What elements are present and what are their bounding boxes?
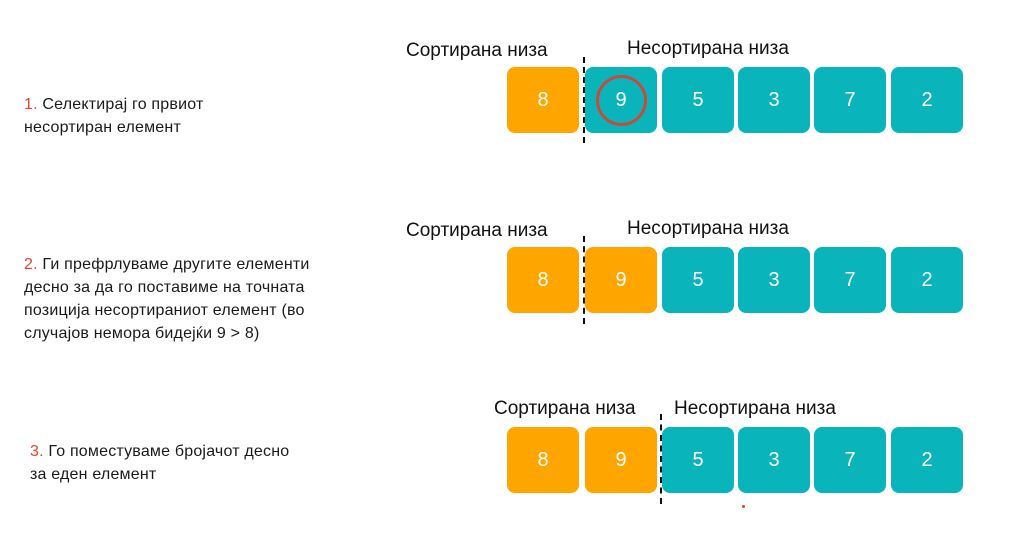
step-2-box-5: 7	[814, 247, 886, 313]
step-3-divider	[660, 414, 662, 504]
step-2-unsorted-label: Несортирана низа	[627, 218, 789, 239]
step-3-line-1: Го поместуваме бројачот десно	[48, 443, 290, 460]
step-3-box-4: 3	[738, 427, 810, 493]
step-1-divider	[583, 57, 585, 143]
step-3-box-3: 5	[662, 427, 734, 493]
stray-dot	[742, 505, 745, 508]
step-1-line-1: Селектирај го првиот	[42, 96, 204, 113]
step-1-box-6: 2	[891, 67, 963, 133]
step-1-description: 1. Селектирај го првиот несортиран елеме…	[24, 93, 204, 139]
step-1-number: 1.	[24, 96, 38, 113]
step-2-line-2: десно за да го поставиме на точната	[24, 279, 305, 296]
step-2-box-1: 8	[507, 247, 579, 313]
step-3-sorted-label: Сортирана низа	[494, 398, 636, 419]
step-1-line-2: несортиран елемент	[24, 119, 181, 136]
step-3-number: 3.	[30, 443, 44, 460]
step-3-box-2: 9	[585, 427, 657, 493]
step-3-box-5: 7	[814, 427, 886, 493]
step-3-box-1: 8	[507, 427, 579, 493]
step-1-box-3: 5	[662, 67, 734, 133]
step-3-unsorted-label: Несортирана низа	[674, 398, 836, 419]
step-2-line-4: случајов немора бидејќи 9 > 8)	[24, 325, 260, 342]
step-2-description: 2. Ги префрлуваме другите елементи десно…	[24, 253, 310, 345]
step-2-box-6: 2	[891, 247, 963, 313]
step-2-line-1: Ги префрлуваме другите елементи	[42, 256, 310, 273]
step-2-line-3: позиција несортираниот елемент (во	[24, 302, 305, 319]
step-1-box-4: 3	[738, 67, 810, 133]
step-1-box-1: 8	[507, 67, 579, 133]
step-1-unsorted-label: Несортирана низа	[627, 38, 789, 59]
step-2-number: 2.	[24, 256, 38, 273]
step-2-box-4: 3	[738, 247, 810, 313]
step-1-highlight-circle	[596, 75, 647, 126]
step-2-divider	[583, 236, 585, 324]
step-2-box-2: 9	[585, 247, 657, 313]
step-1-sorted-label: Сортирана низа	[406, 40, 548, 61]
step-3-box-6: 2	[891, 427, 963, 493]
step-3-line-2: за еден елемент	[30, 466, 157, 483]
step-2-box-3: 5	[662, 247, 734, 313]
step-1-box-5: 7	[814, 67, 886, 133]
step-3-description: 3. Го поместуваме бројачот десно за еден…	[30, 440, 289, 486]
step-2-sorted-label: Сортирана низа	[406, 220, 548, 241]
